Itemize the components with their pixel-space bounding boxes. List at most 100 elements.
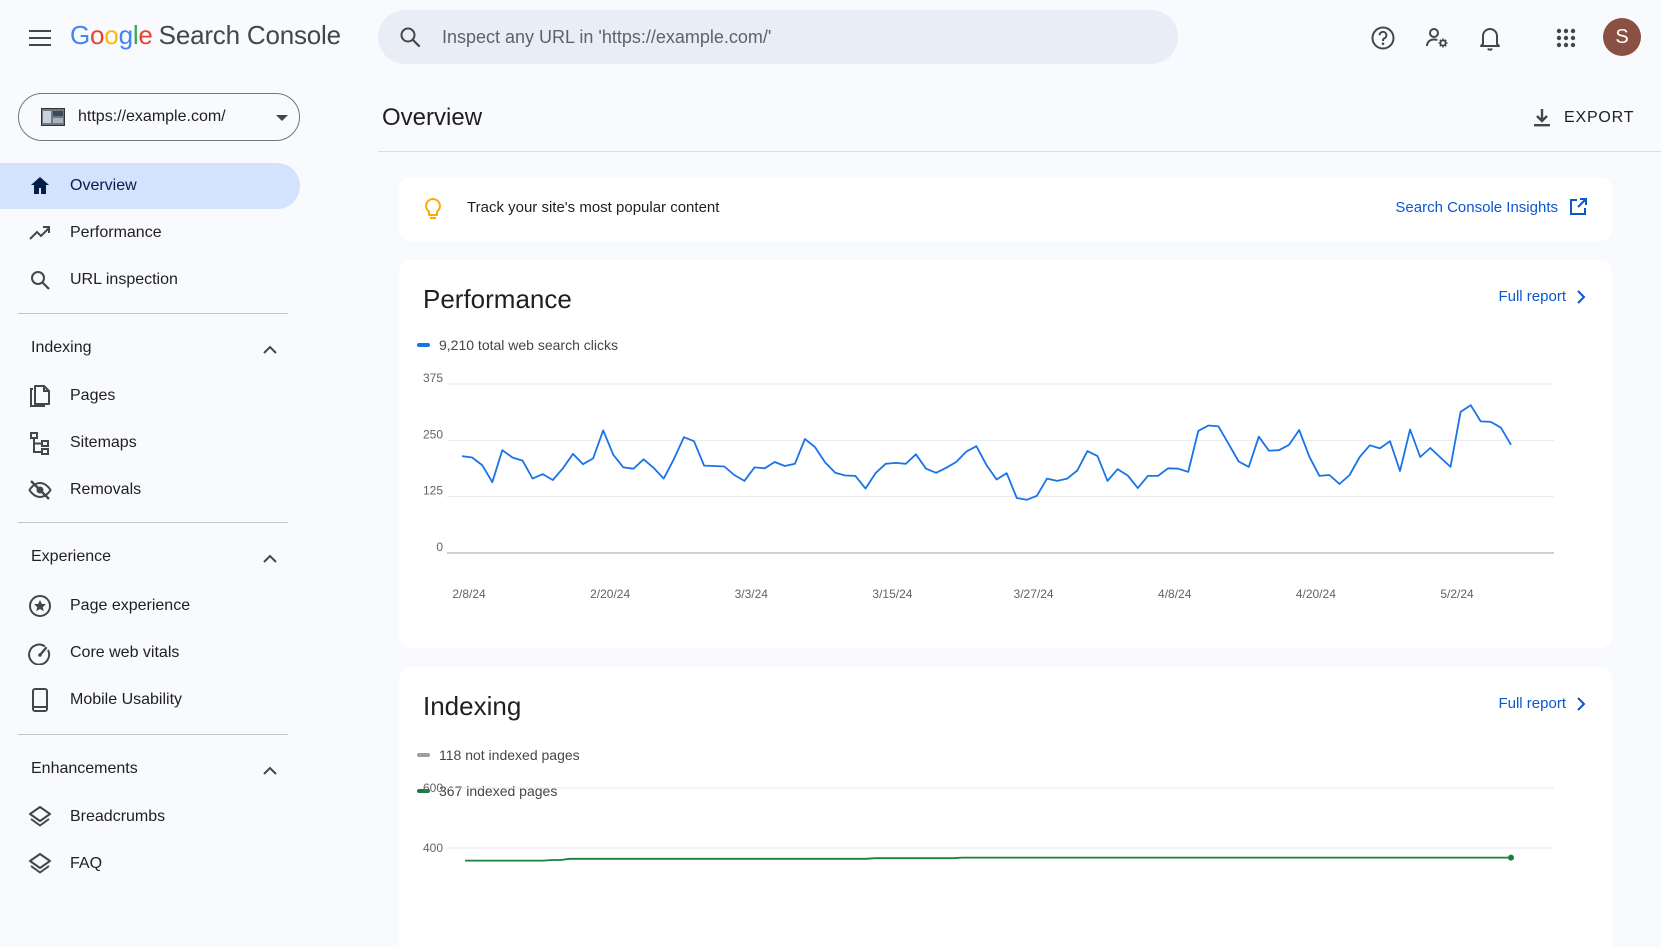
search-icon [28, 268, 52, 292]
sidebar-item-label: Overview [70, 177, 137, 194]
performance-chart[interactable]: 0 125 250 375 2/8/24 2/20/24 3/3/24 3/15/24 3/27… [399, 260, 1612, 648]
visibility-off-icon [28, 478, 52, 502]
sitemap-icon [28, 431, 52, 455]
performance-full-report-link[interactable]: Full report [1498, 288, 1588, 305]
sidebar-item-label: FAQ [70, 855, 103, 872]
sidebar-section-enhancements[interactable]: Enhancements [0, 749, 290, 789]
y-tick-label: 250 [423, 427, 443, 441]
sidebar-item-label: Pages [70, 387, 116, 404]
sidebar-item-removals[interactable]: Removals [0, 467, 300, 513]
menu-icon[interactable] [22, 22, 58, 54]
search-console-insights-link[interactable]: Search Console Insights [1395, 197, 1588, 217]
insight-message: Track your site's most popular content [467, 199, 720, 216]
insight-banner: Track your site's most popular content S… [399, 177, 1612, 241]
y-tick-label: 375 [423, 371, 443, 385]
url-inspection-search-bar[interactable] [378, 10, 1178, 64]
search-input[interactable] [442, 10, 1162, 64]
sidebar-item-label: Performance [70, 224, 162, 241]
sidebar-item-core-web-vitals[interactable]: Core web vitals [0, 630, 300, 676]
sidebar-item-label: Sitemaps [70, 434, 137, 451]
x-tick-label: 3/3/24 [735, 587, 769, 601]
full-report-label: Full report [1498, 288, 1566, 305]
indexed-series-line [465, 856, 1511, 862]
sidebar-divider [18, 734, 288, 735]
section-label: Enhancements [31, 760, 138, 777]
chevron-up-icon [263, 766, 277, 775]
chevron-up-icon [263, 345, 277, 354]
header-divider [378, 151, 1661, 152]
indexing-chart[interactable]: 400 600 [399, 667, 1612, 947]
manage-users-icon[interactable] [1419, 20, 1455, 56]
sidebar-item-mobile-usability[interactable]: Mobile Usability [0, 677, 300, 723]
y-tick-label: 0 [436, 540, 443, 554]
x-tick-label: 4/8/24 [1158, 587, 1192, 601]
legend-label: 367 indexed pages [439, 783, 558, 799]
sidebar-section-experience[interactable]: Experience [0, 537, 290, 577]
open-in-new-icon [1570, 198, 1587, 215]
layers-icon [28, 805, 52, 829]
trending-up-icon [28, 221, 52, 245]
sidebar-item-performance[interactable]: Performance [0, 210, 300, 256]
export-button[interactable]: EXPORT [1530, 100, 1634, 136]
smartphone-icon [28, 688, 52, 712]
sidebar-item-url-inspection[interactable]: URL inspection [0, 257, 300, 303]
insights-link-label: Search Console Insights [1395, 198, 1558, 216]
export-label: EXPORT [1564, 109, 1635, 126]
chevron-right-icon [1577, 696, 1586, 711]
legend-indexed[interactable]: 367 indexed pages [417, 783, 557, 799]
indexed-series-end-point [1508, 854, 1514, 861]
x-tick-label: 2/8/24 [452, 587, 486, 601]
star-badge-icon [28, 594, 52, 618]
dropdown-caret-icon [276, 115, 288, 121]
pages-icon [28, 384, 52, 408]
sidebar-item-label: Mobile Usability [70, 691, 183, 708]
legend-label: 9,210 total web search clicks [439, 337, 618, 353]
sidebar-item-breadcrumbs[interactable]: Breadcrumbs [0, 794, 300, 840]
help-icon[interactable] [1365, 20, 1401, 56]
indexing-full-report-link[interactable]: Full report [1498, 695, 1588, 712]
notifications-icon[interactable] [1472, 20, 1508, 56]
section-label: Indexing [31, 339, 92, 356]
sidebar-item-pages[interactable]: Pages [0, 373, 300, 419]
legend-not-indexed[interactable]: 118 not indexed pages [417, 747, 580, 763]
sidebar-item-label: Breadcrumbs [70, 808, 166, 825]
legend-swatch [417, 753, 430, 757]
property-selector[interactable]: https://example.com/ [18, 93, 300, 141]
y-tick-label: 400 [423, 841, 443, 855]
sidebar-divider [18, 313, 288, 314]
legend-label: 118 not indexed pages [439, 747, 580, 763]
speed-gauge-icon [28, 641, 52, 665]
apps-grid-icon[interactable] [1548, 20, 1584, 56]
sidebar-item-overview[interactable]: Overview [0, 163, 300, 209]
y-tick-label: 125 [423, 484, 443, 498]
sidebar-item-label: Removals [70, 481, 142, 498]
sidebar-item-label: Page experience [70, 597, 191, 614]
google-search-console-logo[interactable]: Google Search Console [70, 20, 341, 50]
sidebar-section-indexing[interactable]: Indexing [0, 328, 290, 368]
property-url: https://example.com/ [78, 108, 226, 125]
legend-swatch [417, 343, 430, 347]
x-tick-label: 3/15/24 [872, 587, 912, 601]
home-icon [28, 174, 52, 198]
indexing-card-title: Indexing [423, 691, 522, 721]
performance-card: Performance Full report 9,210 total web … [399, 260, 1612, 648]
layers-icon [28, 852, 52, 876]
sidebar-item-faq[interactable]: FAQ [0, 841, 300, 887]
performance-card-title: Performance [423, 284, 572, 314]
sidebar-item-page-experience[interactable]: Page experience [0, 583, 300, 629]
performance-legend[interactable]: 9,210 total web search clicks [417, 337, 618, 353]
account-avatar[interactable]: S [1603, 18, 1641, 56]
chevron-right-icon [1577, 289, 1586, 304]
section-label: Experience [31, 548, 112, 565]
legend-swatch [417, 789, 430, 793]
lightbulb-icon [425, 198, 441, 219]
sidebar-item-sitemaps[interactable]: Sitemaps [0, 420, 300, 466]
x-tick-label: 5/2/24 [1440, 587, 1474, 601]
y-tick-label: 600 [423, 781, 443, 795]
search-icon [400, 27, 421, 48]
chevron-up-icon [263, 554, 277, 563]
full-report-label: Full report [1498, 695, 1566, 712]
x-tick-label: 2/20/24 [590, 587, 630, 601]
x-tick-label: 4/20/24 [1296, 587, 1336, 601]
